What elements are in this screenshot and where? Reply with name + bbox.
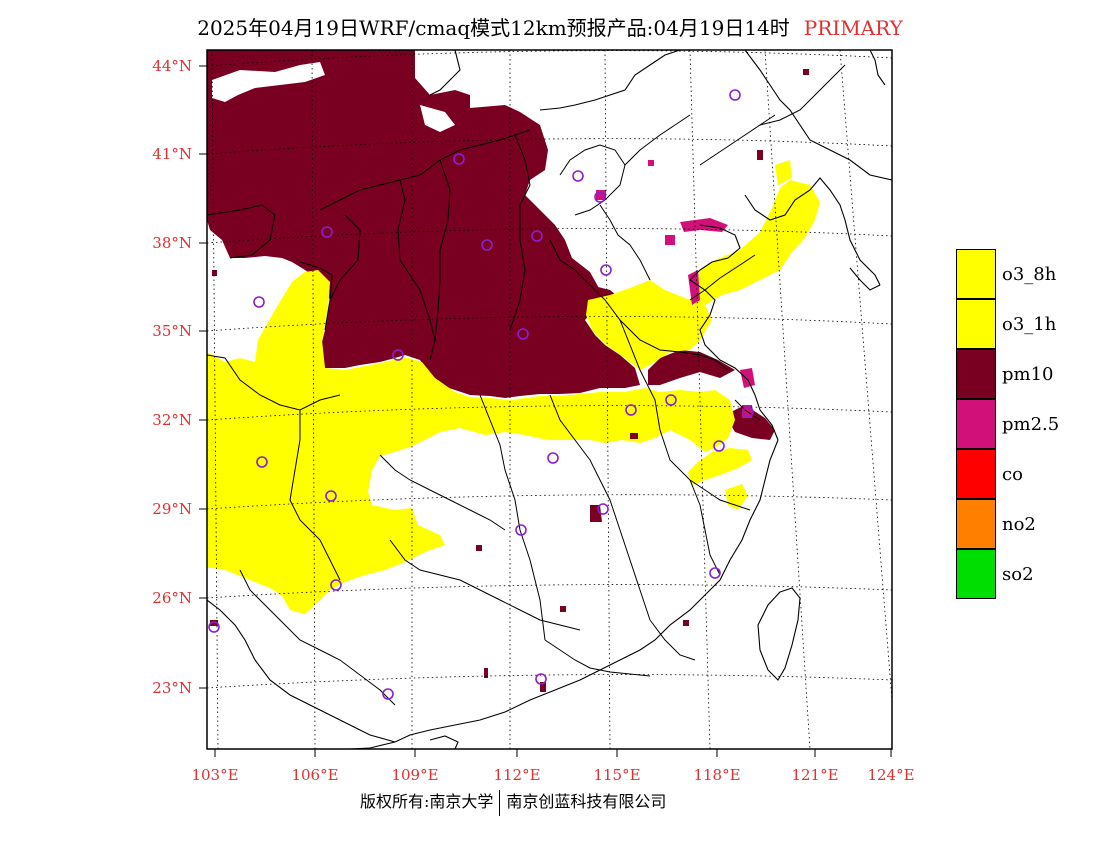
legend-swatch (956, 399, 996, 449)
legend-swatch (956, 249, 996, 299)
lon-label: 109°E (391, 766, 439, 784)
map-title: 2025年04月19日WRF/cmaq模式12km预报产品:04月19日14时 P… (0, 12, 1100, 41)
lat-label: 41°N (152, 145, 192, 163)
legend-swatch (956, 499, 996, 549)
legend-swatch (956, 549, 996, 599)
lat-label: 44°N (152, 57, 192, 75)
pm10-patch-east (648, 350, 735, 385)
lat-label: 23°N (152, 679, 192, 697)
lon-label: 118°E (693, 766, 741, 784)
legend-label: pm10 (1002, 364, 1054, 385)
legend-swatch (956, 299, 996, 349)
legend-label: co (1002, 464, 1023, 485)
title-text: 2025年04月19日WRF/cmaq模式12km预报产品:04月19日14时 (197, 16, 790, 40)
lat-label: 29°N (152, 500, 192, 518)
copyright-footer: 版权所有:南京大学 南京创蓝科技有限公司 (360, 788, 666, 816)
lat-label: 26°N (152, 589, 192, 607)
taiwan-outline (757, 587, 801, 681)
station-markers (208, 89, 754, 700)
o3-region-southwest (207, 270, 735, 614)
lon-label: 124°E (867, 766, 915, 784)
o3-region-northeast (586, 180, 820, 370)
legend-swatch (956, 349, 996, 399)
lon-label: 103°E (191, 766, 239, 784)
lat-label: 35°N (152, 322, 192, 340)
footer-divider (499, 789, 501, 816)
legend-label: so2 (1002, 564, 1034, 585)
copyright-company: 南京创蓝科技有限公司 (506, 792, 667, 811)
legend-swatch (956, 449, 996, 499)
lon-label: 112°E (493, 766, 541, 784)
title-tag: PRIMARY (803, 16, 903, 40)
copyright-owner: 版权所有:南京大学 (360, 792, 494, 811)
map-frame (206, 49, 893, 750)
lat-label: 38°N (152, 234, 192, 252)
legend-label: pm2.5 (1002, 414, 1060, 435)
legend-label: o3_1h (1002, 314, 1057, 335)
legend-label: o3_8h (1002, 264, 1057, 285)
lat-label: 32°N (152, 411, 192, 429)
pm10-region-north (207, 50, 640, 398)
lon-label: 115°E (593, 766, 641, 784)
lon-label: 121°E (791, 766, 839, 784)
lon-label: 106°E (291, 766, 339, 784)
legend-label: no2 (1002, 514, 1036, 535)
